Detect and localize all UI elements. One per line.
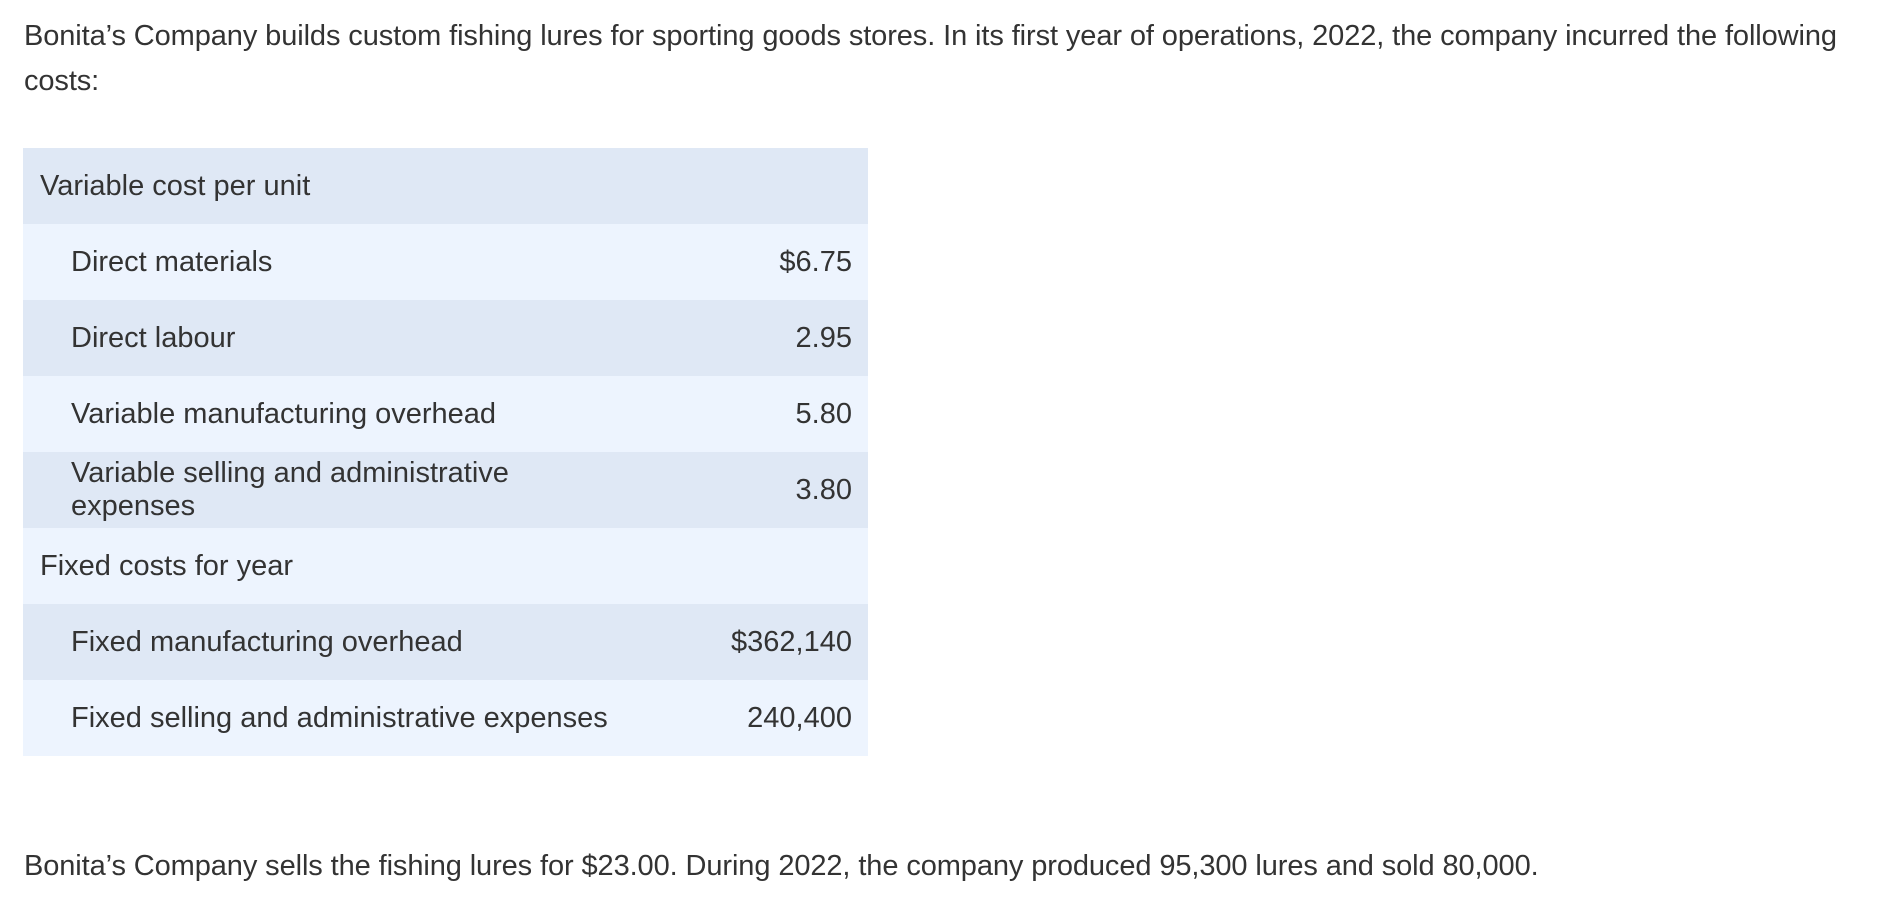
section-row-fixed: Fixed costs for year [23,528,868,604]
table-row: Variable manufacturing overhead 5.80 [23,376,868,452]
problem-outro-text: Bonita’s Company sells the fishing lures… [24,850,1539,882]
cost-amount: 5.80 [795,397,852,430]
table-row: Fixed manufacturing overhead $362,140 [23,604,868,680]
cost-table: Variable cost per unit Direct materials … [23,148,868,756]
problem-intro-text: Bonita’s Company builds custom fishing l… [24,20,1837,97]
cost-amount: 3.80 [795,473,852,506]
cost-amount: 2.95 [795,321,852,354]
cost-label: Fixed manufacturing overhead [71,625,463,658]
cost-label: Direct labour [71,321,236,354]
cost-amount: $6.75 [779,245,852,278]
section-row-variable: Variable cost per unit [23,148,868,224]
table-row: Direct labour 2.95 [23,300,868,376]
cost-label: Variable manufacturing overhead [71,397,497,430]
cost-label: Direct materials [71,245,273,278]
table-row: Direct materials $6.75 [23,224,868,300]
table-row: Fixed selling and administrative expense… [23,680,868,756]
section-header-fixed: Fixed costs for year [40,549,294,582]
cost-label: Variable selling and administrative expe… [71,457,509,522]
cost-amount: $362,140 [731,625,852,658]
section-header-variable: Variable cost per unit [40,169,311,202]
cost-label: Fixed selling and administrative expense… [71,701,608,734]
table-row: Variable selling and administrative expe… [23,452,868,528]
cost-amount: 240,400 [747,701,852,734]
